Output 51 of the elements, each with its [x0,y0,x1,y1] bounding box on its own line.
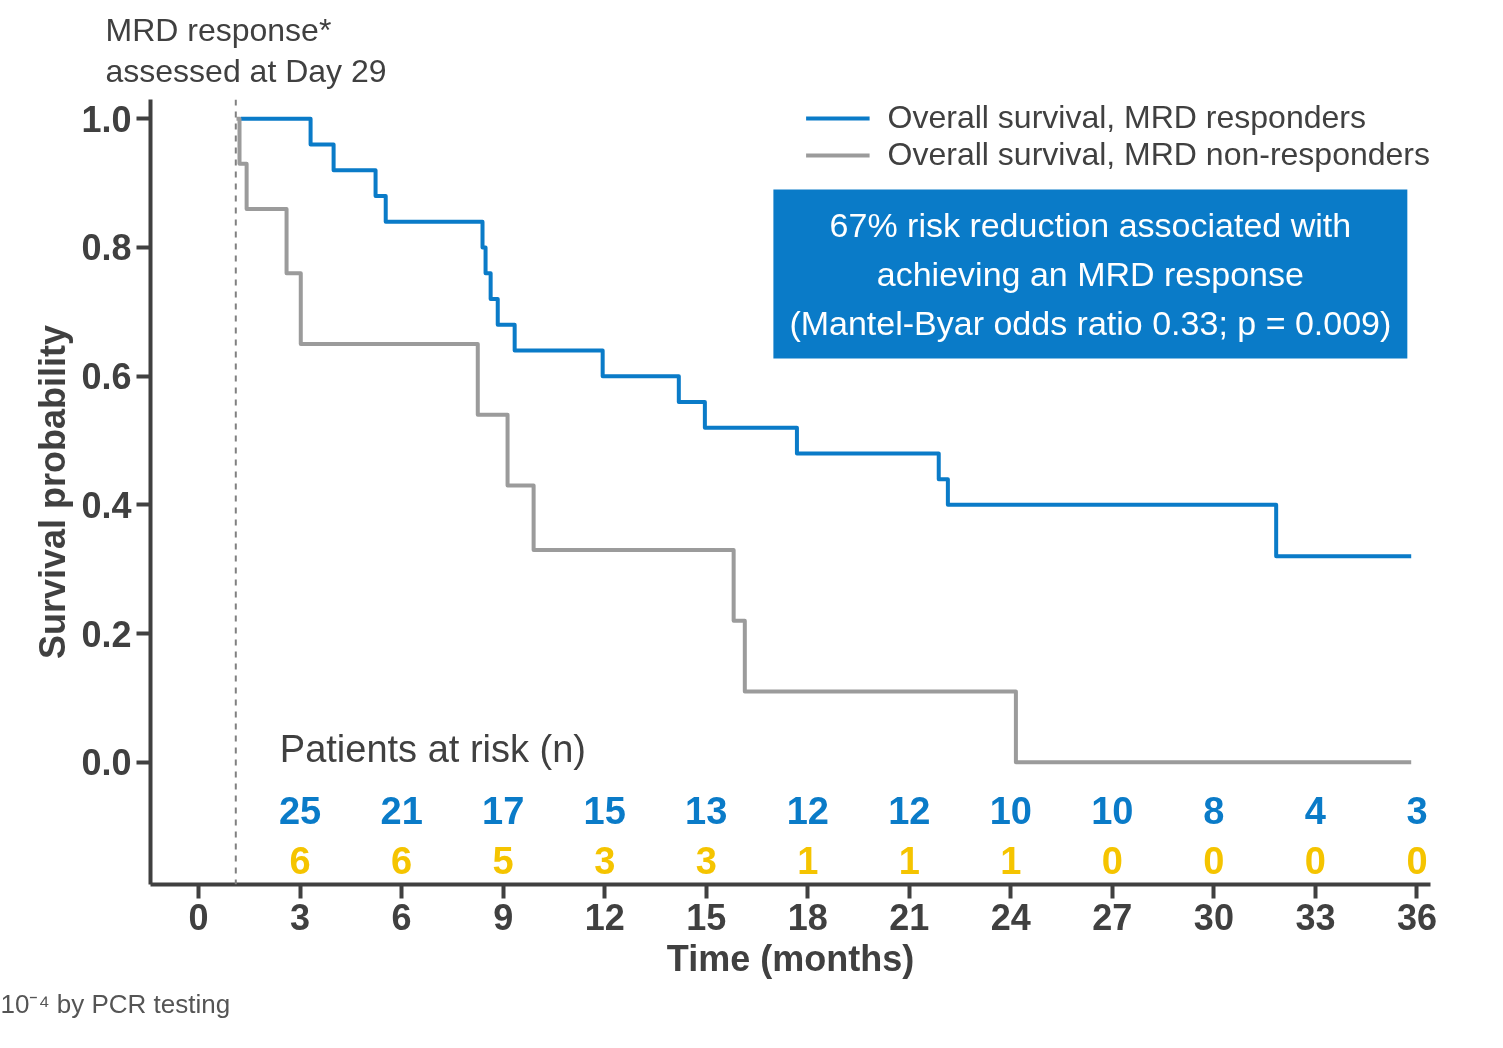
x-tick-label: 33 [1295,896,1336,938]
annotation: 12 [786,790,829,832]
x-tick-label: 24 [990,896,1031,938]
annotation: 8 [1203,790,1225,832]
annotation: 0 [1203,840,1225,883]
x-tick-label: 9 [493,896,514,938]
annotation: 6 [289,840,311,883]
text: 10⁻⁴ by PCR testing [0,988,231,1019]
y-tick-label: 0.4 [81,484,132,526]
legend-label: Overall survival, MRD responders [887,99,1366,136]
y-tick-label: 0.6 [81,356,132,398]
annotation: 10 [989,790,1032,832]
legend-label: Overall survival, MRD non-responders [887,136,1430,173]
annotation: 17 [482,790,525,832]
annotation: 3 [594,840,616,883]
x-axis-title: Time (months) [666,937,915,979]
annotation: 15 [583,790,626,832]
y-tick-label: 0.2 [81,613,132,655]
x-tick-label: 0 [188,896,209,938]
annotation: 0 [1101,840,1123,883]
annotation: 4 [1304,790,1326,832]
x-tick-label: 30 [1193,896,1234,938]
annotation: 5 [492,840,514,883]
annotation: 1 [797,840,819,883]
y-tick-label: 0.0 [81,742,132,784]
y-tick-label: 0.8 [81,227,132,269]
y-tick-label: 1.0 [81,98,132,140]
annotation: 12 [888,790,931,832]
annotation: 10 [1091,790,1134,832]
x-tick-label: 21 [889,896,930,938]
x-tick-label: 27 [1092,896,1133,938]
annotation: 25 [278,790,322,832]
annotation: Patients at risk (n) [279,728,586,771]
annotation: 0 [1304,840,1326,883]
x-tick-label: 3 [290,896,311,938]
annotation: 13 [685,790,728,832]
ref-line-label: MRD response* assessed at Day 29 [105,12,387,90]
x-tick-label: 12 [584,896,625,938]
annotation: 1 [898,840,920,883]
x-tick-label: 6 [391,896,412,938]
x-tick-label: 15 [686,896,727,938]
annotation: 67% risk reduction associated with achieving an MRD response (Mantel-Byar odds ratio 0.33; p = 0.009) [789,205,1392,343]
annotation: 3 [695,840,717,883]
annotation: 3 [1406,790,1428,832]
annotation: 6 [391,840,413,883]
annotation: 1 [1000,840,1022,883]
x-tick-label: 18 [787,896,828,938]
annotation: 21 [380,790,423,832]
y-axis-title: Survival probability [32,324,74,660]
x-tick-label: 36 [1396,896,1437,938]
annotation: 0 [1406,840,1428,883]
